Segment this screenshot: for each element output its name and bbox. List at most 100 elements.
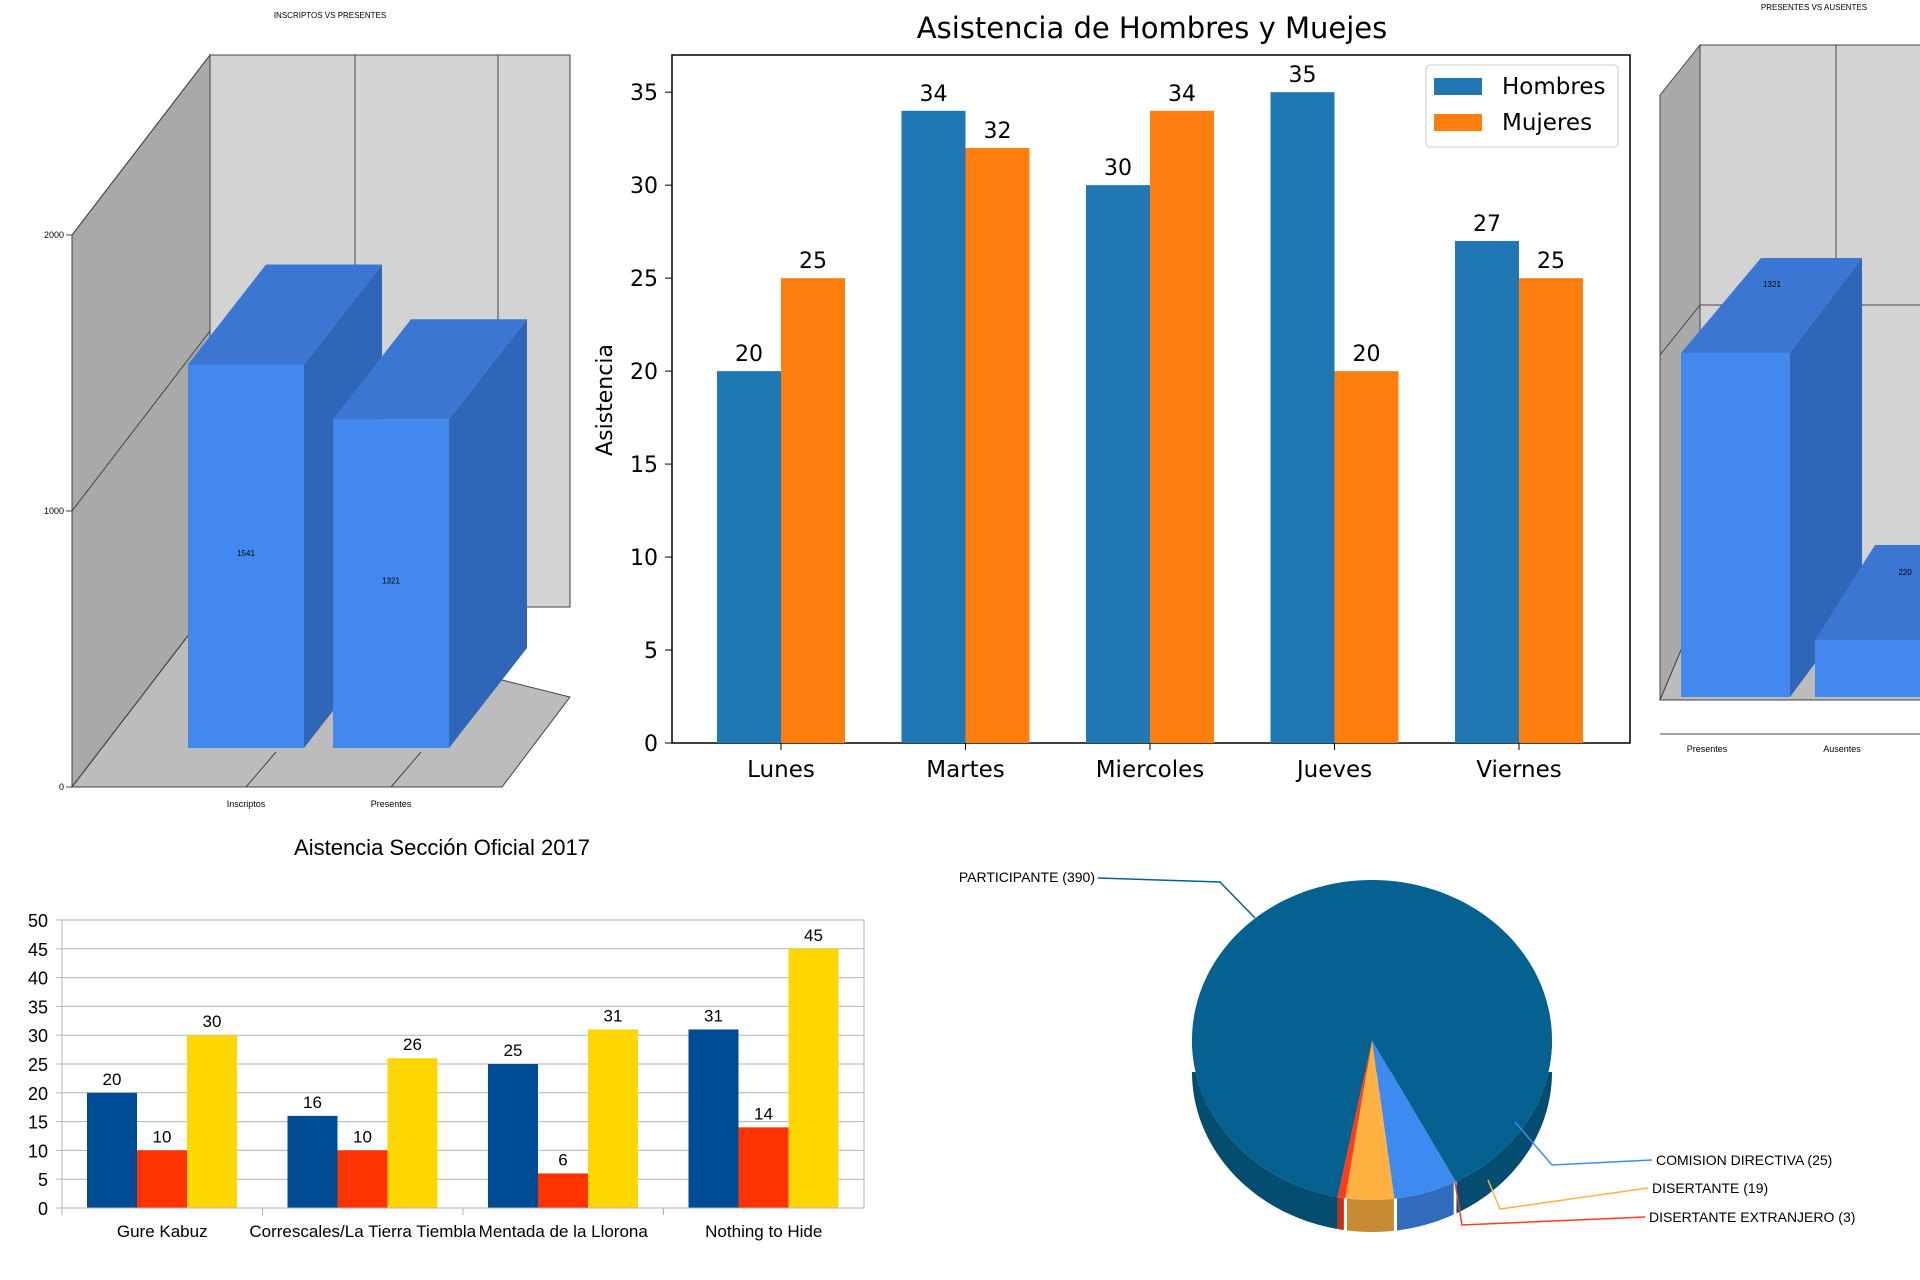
bar-top [1815,545,1920,640]
pie-leader-line [1454,1181,1646,1226]
y-tick-label: 10 [630,546,658,571]
bar-hombres [1455,240,1519,743]
bar-value-label: 20 [735,342,763,367]
bar-value-label: 31 [704,1006,723,1025]
pie-leader-line [1514,1121,1653,1166]
x-tick-label: Jueves [1295,757,1372,783]
bar-value-label: 32 [984,119,1012,144]
x-tick-label: Mentada de la Llorona [479,1222,649,1241]
bar-value-label: 25 [1537,249,1565,274]
legend-swatch [1434,78,1482,95]
bar [187,1035,237,1208]
pie-leader-line [1097,877,1256,919]
y-tick-label: 5 [38,1170,48,1190]
pie-slice-label: COMISION DIRECTIVA (25) [1656,1152,1832,1168]
y-tick-label: 40 [28,969,48,989]
chart-presentes-vs-ausentes: 1321 220 Presentes Ausentes PRESENTES VS AUS… [1659,3,1920,754]
bar-hombres [901,110,966,743]
bar-value-label: 14 [754,1104,773,1123]
bar [387,1058,438,1208]
pie-slice [1337,1040,1372,1199]
legend-label: Mujeres [1502,110,1592,136]
pie-leader-line [1487,1179,1649,1210]
bar-hombres [717,371,781,743]
bar-3d [333,319,527,748]
bar-top [188,264,382,365]
bar-front [333,419,449,748]
pie-slice [1192,880,1552,1198]
bar-value-label: 16 [303,1093,322,1112]
y-tick-label: 0 [644,732,658,757]
bar-top [1681,258,1862,353]
chart-inscriptos-vs-presentes: 0 1000 2000 1541 Inscriptos 1321 Presentes INSC… [44,11,571,809]
pie-slice-side [1346,1198,1394,1232]
bar-value-label: 20 [103,1070,122,1089]
bar [688,1029,739,1208]
y-tick-label: 30 [28,1026,48,1046]
y-tick-label: 2000 [44,230,64,240]
chart-title: INSCRIPTOS VS PRESENTES [274,11,386,20]
bar-mujeres [965,147,1030,744]
bar-top [333,319,527,420]
bar-front [1815,640,1920,697]
bar-value-label: 30 [1104,156,1132,181]
y-tick-label: 0 [38,1199,48,1219]
bar [337,1150,388,1208]
bar-hombres [1086,185,1150,743]
bar-value-label: 1321 [382,577,400,586]
bar-value-label: 1541 [237,549,255,558]
pie-slice-label: PARTICIPANTE (390) [959,869,1095,885]
x-tick-label: Presentes [371,799,412,809]
pie-slice [1372,1040,1456,1199]
pie-slice-side [1337,1197,1344,1231]
pie-slice-label: DISERTANTE (19) [1652,1180,1768,1196]
x-tick-label: Inscriptos [227,799,266,809]
bar [538,1173,588,1208]
bar [788,948,839,1208]
bar-value-label: 31 [604,1006,623,1025]
bar [287,1115,338,1208]
x-tick-mark [245,751,277,788]
pie-slice-label: DISERTANTE EXTRANJERO (3) [1649,1209,1855,1225]
left-wall-gridline [71,330,211,512]
x-tick-label: Martes [926,757,1005,783]
x-tick-label: Ausentes [1823,744,1861,754]
bar-mujeres [1334,371,1399,743]
bar-front [188,364,304,748]
bar-value-label: 34 [1168,82,1196,107]
y-tick-label: 50 [28,911,48,931]
bar-front [1681,353,1790,697]
bar-value-label: 1321 [1763,280,1781,289]
bar [87,1092,137,1208]
bar-value-label: 6 [558,1150,567,1169]
y-tick-label: 5 [644,639,658,664]
bar [488,1064,538,1208]
x-tick-mark [390,751,422,788]
bar-mujeres [781,278,845,743]
x-tick-label: Gure Kabuz [117,1222,208,1241]
left-wall-gridline [71,54,211,236]
bar-value-label: 25 [799,249,827,274]
y-tick-label: 25 [630,267,658,292]
y-tick-label: 20 [630,360,658,385]
legend-swatch [1434,114,1482,131]
y-tick-label: 20 [28,1084,48,1104]
bar-value-label: 30 [203,1012,222,1031]
pie-slice [1345,1040,1395,1200]
bar [588,1029,638,1208]
y-tick-label: 15 [630,453,658,478]
bar-mujeres [1519,278,1583,743]
bar-3d [1681,258,1862,697]
y-tick-label: 30 [630,174,658,199]
legend-label: Hombres [1502,74,1605,100]
chart-title: Asistencia de Hombres y Muejes [917,11,1387,45]
y-tick-label: 15 [28,1113,48,1133]
bar-3d [1815,545,1920,697]
bar-value-label: 26 [403,1035,422,1054]
bar-value-label: 10 [353,1127,372,1146]
y-tick-label: 10 [28,1141,48,1161]
chart-asistencia-hombres-mujeres: 0 5 10 15 20 25 30 35 20 25 Lunes 34 32 Martes 30 34 Mie… [593,11,1631,783]
x-tick-label: Presentes [1687,744,1728,754]
chart-seccion-oficial-2017: 0 5 10 15 20 25 30 35 40 45 50 20 10 30 Gure Kabuz 16 10… [28,835,865,1241]
y-tick-label: 1000 [44,506,64,516]
